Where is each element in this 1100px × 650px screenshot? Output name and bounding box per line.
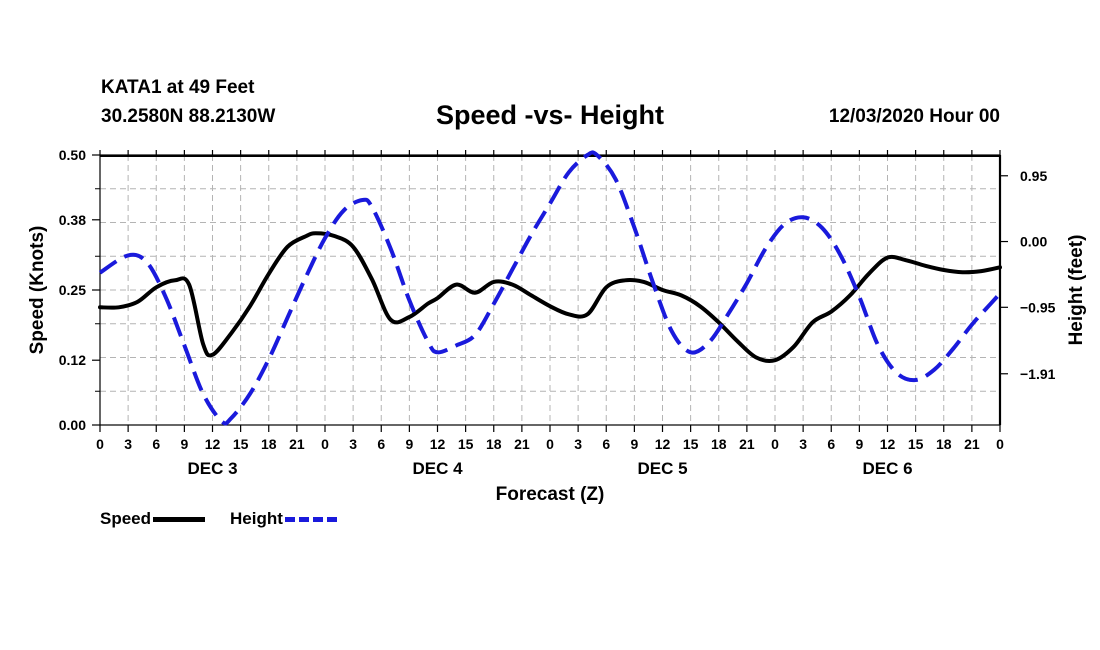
y-tick-label: 0.50 [59,147,86,163]
x-tick-label: 0 [546,436,554,452]
x-day-label: DEC 6 [862,459,912,478]
chart-title: Speed -vs- Height [435,100,665,130]
x-tick-label: 21 [964,436,980,452]
legend-height-label: Height [230,509,283,528]
y2-axis-label: Height (feet) [1066,235,1087,346]
legend-height: Height [230,509,337,529]
x-tick-label: 3 [574,436,582,452]
legend-height-swatch [284,516,337,522]
x-tick-label: 21 [739,436,755,452]
y2-tick-label: −1.91 [1020,366,1056,382]
x-tick-label: 0 [96,436,104,452]
x-axis: 0 3 6 9 12 15 18 21 0 3 6 9 12 15 18 21 0 3 6 9 12 15 18 21 0 3 6 9… [96,150,1004,478]
x-tick-label: 21 [289,436,305,452]
y-axis-left: 0.00 0.12 0.25 0.38 0.50 [59,147,100,433]
x-day-label: DEC 3 [187,459,237,478]
x-tick-label: 0 [321,436,329,452]
station-label: KATA1 at 49 Feet [101,77,255,98]
x-tick-label: 18 [711,436,727,452]
x-tick-label: 3 [799,436,807,452]
y-tick-label: 0.25 [59,282,86,298]
x-day-label: DEC 4 [412,459,463,478]
x-tick-label: 12 [655,436,671,452]
x-tick-label: 18 [936,436,952,452]
y2-tick-label: 0.00 [1020,234,1047,250]
series-line-speed [98,231,1002,363]
y-tick-label: 0.00 [59,417,86,433]
x-tick-label: 21 [514,436,530,452]
x-tick-label: 15 [683,436,699,452]
x-tick-label: 6 [377,436,385,452]
x-tick-label: 15 [233,436,249,452]
x-tick-label: 9 [630,436,638,452]
legend-speed-swatch [153,516,206,522]
x-tick-label: 15 [458,436,474,452]
legend-speed-label: Speed [100,509,152,528]
x-tick-label: 12 [880,436,896,452]
series-line-height [98,150,1002,426]
x-tick-label: 9 [405,436,413,452]
x-tick-label: 3 [124,436,132,452]
x-tick-label: 9 [180,436,188,452]
x-tick-label: 18 [261,436,277,452]
x-tick-label: 12 [430,436,446,452]
x-tick-label: 15 [908,436,924,452]
forecast-datetime: 12/03/2020 Hour 00 [828,106,1000,127]
station-coordinates: 30.2580N 88.2130W [101,106,276,127]
chart-grid [100,155,1000,425]
x-tick-label: 0 [771,436,779,452]
y-tick-label: 0.12 [59,352,86,368]
y2-tick-label: −0.95 [1020,299,1056,315]
x-tick-label: 12 [205,436,221,452]
x-tick-label: 6 [827,436,835,452]
chart-series [98,150,1002,426]
x-tick-label: 0 [996,436,1004,452]
x-tick-label: 3 [349,436,357,452]
x-tick-label: 6 [602,436,610,452]
x-day-label: DEC 5 [637,459,687,478]
y2-tick-label: 0.95 [1020,168,1047,184]
x-tick-label: 6 [152,436,160,452]
y-axis-label: Speed (Knots) [27,226,48,355]
y-axis-right: 0.95 0.00 −0.95 −1.91 [998,155,1056,425]
x-tick-label: 9 [855,436,863,452]
x-tick-label: 18 [486,436,502,452]
x-axis-label: Forecast (Z) [496,484,605,505]
legend-speed: Speed [100,509,206,529]
y-tick-label: 0.38 [59,212,86,228]
